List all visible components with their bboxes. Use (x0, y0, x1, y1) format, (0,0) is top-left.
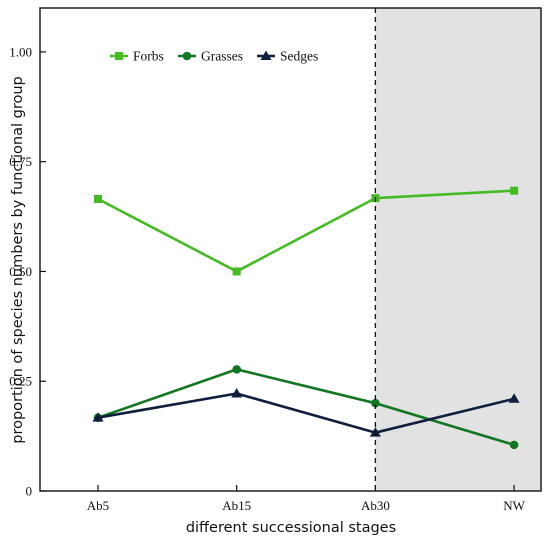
plot-frame (39, 7, 542, 492)
series-line-grasses (97, 368, 515, 447)
data-point-forbs (510, 186, 519, 195)
y-axis-title: proportion of species numbers by functio… (10, 76, 26, 444)
legend: Forbs Grasses Sedges (110, 49, 318, 64)
shaded-region (375, 8, 541, 491)
legend-marker-sedges (260, 50, 272, 60)
legend-label-sedges: Sedges (280, 49, 318, 64)
y-tick-label: 0 (26, 484, 33, 499)
legend-label-grasses: Grasses (201, 49, 243, 64)
data-point-grasses (509, 440, 519, 450)
x-tick-label: NW (503, 498, 525, 513)
series-layer (92, 186, 520, 450)
x-tick-label: Ab15 (222, 498, 251, 513)
data-point-forbs (94, 195, 102, 204)
series-line-sedges (97, 392, 515, 434)
legend-label-forbs: Forbs (133, 49, 164, 64)
y-tick-label: 1.00 (9, 44, 32, 59)
data-point-sedges (231, 388, 243, 398)
y-axis: 0 0.25 0.50 0.75 1.00 (9, 44, 46, 499)
data-point-sedges (508, 393, 520, 403)
data-point-forbs (232, 267, 241, 276)
series-line-forbs (97, 189, 515, 273)
x-axis-title: different successional stages (186, 520, 396, 536)
data-point-sedges (92, 412, 104, 422)
legend-marker-grasses (182, 51, 192, 61)
legend-marker-forbs (115, 52, 123, 60)
x-tick-label: Ab5 (87, 498, 109, 513)
y-tick-label: 0.75 (9, 154, 32, 169)
data-point-grasses (232, 365, 241, 374)
data-point-grasses (371, 398, 380, 408)
x-tick-label: Ab30 (361, 498, 390, 513)
y-tick-label: 0.25 (9, 374, 32, 389)
y-tick-label: 0.50 (9, 264, 32, 279)
x-axis: Ab5 Ab15 Ab30 NW (87, 485, 526, 513)
